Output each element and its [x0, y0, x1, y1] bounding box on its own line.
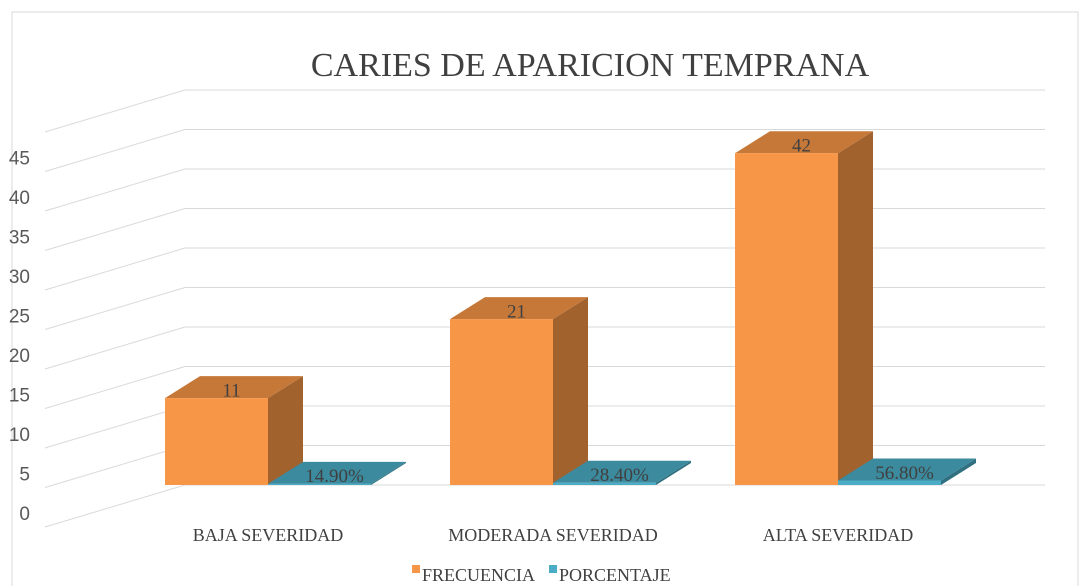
bar	[735, 153, 838, 485]
data-label: 11	[222, 380, 240, 401]
grid-line	[44, 445, 186, 488]
y-tick-label: 15	[9, 386, 30, 407]
grid-line	[44, 168, 186, 212]
bar-top	[553, 460, 691, 483]
bar-side	[553, 297, 588, 485]
bar	[450, 319, 553, 485]
y-tick-label: 0	[19, 504, 30, 525]
bar-side	[838, 131, 873, 485]
data-label: 56.80%	[875, 463, 934, 484]
bar-top	[838, 458, 976, 481]
bar-top	[735, 131, 873, 154]
grid-line	[44, 326, 186, 370]
legend-swatch	[412, 565, 420, 573]
x-tick-label: MODERADA SEVERIDAD	[448, 525, 658, 545]
bar-side	[941, 458, 976, 485]
chart-title: CARIES DE APARICION TEMPRANA	[311, 47, 870, 84]
y-tick-label: 40	[9, 188, 30, 209]
bar-side	[268, 376, 303, 485]
y-tick-label: 30	[9, 267, 30, 288]
data-label: 14.90%	[305, 466, 364, 487]
data-label: 28.40%	[590, 465, 649, 486]
y-tick-label: 20	[9, 346, 30, 367]
grid-line	[44, 287, 186, 330]
grid-line	[44, 405, 186, 449]
y-tick-label: 25	[9, 307, 30, 328]
x-tick-label: ALTA SEVERIDAD	[763, 525, 913, 545]
x-tick-label: BAJA SEVERIDAD	[193, 525, 344, 545]
legend-label: FRECUENCIA	[422, 565, 535, 585]
bar-top	[450, 297, 588, 320]
grid-line	[44, 484, 186, 528]
legend-label: PORCENTAJE	[559, 565, 671, 585]
legend-swatch	[549, 565, 558, 573]
chart-border	[11, 11, 1079, 586]
y-tick-label: 45	[9, 149, 30, 170]
bar-top	[268, 461, 406, 484]
grid-line	[44, 247, 186, 291]
grid-line	[44, 366, 186, 409]
y-tick-label: 10	[9, 425, 30, 446]
y-tick-label: 35	[9, 228, 30, 249]
bar-side	[371, 461, 406, 485]
bar-top	[165, 376, 303, 399]
data-label: 21	[507, 301, 526, 322]
data-label: 42	[792, 136, 811, 157]
bar-side	[656, 460, 691, 485]
bar	[165, 398, 268, 485]
y-tick-label: 5	[19, 465, 30, 486]
grid-line	[44, 208, 186, 251]
bar	[268, 483, 371, 485]
bar	[553, 482, 656, 485]
wall-top	[44, 89, 186, 133]
grid-line	[44, 129, 186, 172]
bar	[838, 480, 941, 485]
